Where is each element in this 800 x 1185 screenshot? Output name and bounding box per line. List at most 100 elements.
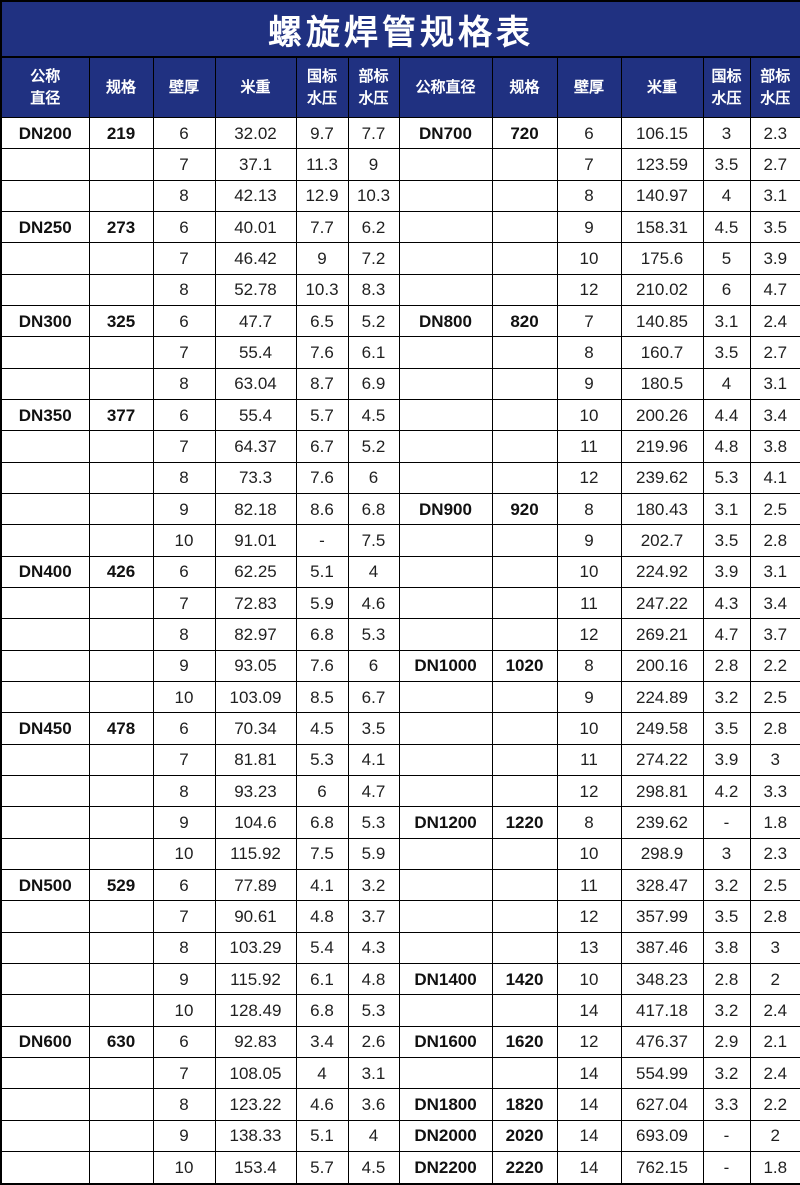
wall-thickness-cell-left: 8 [152,774,216,808]
gb-water-pressure-cell-left: 3.4 [295,1025,349,1058]
mb-water-pressure-cell-left: 3.1 [347,1056,400,1090]
spec-cell-right: 2020 [491,1119,558,1152]
nominal-diameter-cell-right: DN800 [398,304,493,338]
table-row: DN400 426 6 62.25 5.1 4 10 224.92 3.9 3.1 [0,555,800,588]
gb-water-pressure-cell-right: 4.2 [702,774,751,808]
spec-cell-right: 1020 [491,649,558,682]
wall-thickness-cell-left: 6 [152,398,216,432]
mb-water-pressure-cell-right: 1.8 [749,806,800,839]
spec-cell-left [88,649,154,682]
meter-weight-cell-left: 72.83 [214,586,297,620]
gb-water-pressure-cell-left: 5.7 [295,1150,349,1185]
mb-water-pressure-cell-right: 2.8 [749,524,800,557]
wall-thickness-cell-right: 9 [556,680,622,714]
nominal-diameter-cell-right [398,618,493,651]
header-mb-water-pressure-left: 部标 水压 [347,56,400,118]
mb-water-pressure-cell-left: 7.2 [347,242,400,275]
nominal-diameter-cell-right [398,430,493,463]
spec-cell-left: 478 [88,712,154,745]
gb-water-pressure-cell-right: 3.9 [702,555,751,588]
wall-thickness-cell-left: 7 [152,1056,216,1090]
meter-weight-cell-left: 103.29 [214,931,297,964]
spec-cell-left: 219 [88,116,154,150]
spec-cell-left [88,586,154,620]
mb-water-pressure-cell-left: 4 [347,1119,400,1152]
gb-water-pressure-cell-right: 3.1 [702,304,751,338]
gb-water-pressure-cell-left: 12.9 [295,179,349,212]
nominal-diameter-cell-left [0,492,90,526]
wall-thickness-cell-right: 11 [556,586,622,620]
nominal-diameter-cell-right [398,210,493,244]
mb-water-pressure-cell-right: 2.1 [749,1025,800,1058]
wall-thickness-cell-left: 8 [152,931,216,964]
gb-water-pressure-cell-left: 9.7 [295,116,349,150]
meter-weight-cell-left: 42.13 [214,179,297,212]
table-row: 7 72.83 5.9 4.6 11 247.22 4.3 3.4 [0,586,800,620]
spec-cell-right [491,367,558,400]
table-row: 10 153.4 5.7 4.5 DN2200 2220 14 762.15-1.8 [0,1150,800,1185]
meter-weight-cell-left: 115.92 [214,837,297,870]
mb-water-pressure-cell-left: 10.3 [347,179,400,212]
mb-water-pressure-cell-right: 2.4 [749,304,800,338]
nominal-diameter-cell-left [0,148,90,181]
spec-cell-left: 377 [88,398,154,432]
gb-water-pressure-cell-right: 6 [702,273,751,306]
mb-water-pressure-cell-right: 3.5 [749,210,800,244]
wall-thickness-cell-right: 8 [556,336,622,369]
header-nominal-diameter-left: 公称 直径 [0,56,90,118]
mb-water-pressure-cell-right: 3.1 [749,367,800,400]
spec-cell-right: 1220 [491,806,558,839]
mb-water-pressure-cell-right: 2 [749,1119,800,1152]
meter-weight-cell-left: 70.34 [214,712,297,745]
gb-water-pressure-cell-right: 4.8 [702,430,751,463]
nominal-diameter-cell-right: DN1400 [398,962,493,996]
table-row: 8 63.04 8.7 6.9 9 180.5 4 3.1 [0,367,800,400]
gb-water-pressure-cell-left: 8.5 [295,680,349,714]
table-row: 7 55.4 7.6 6.1 8 160.7 3.5 2.7 [0,336,800,369]
nominal-diameter-cell-right [398,273,493,306]
nominal-diameter-cell-right [398,1056,493,1090]
meter-weight-cell-left: 40.01 [214,210,297,244]
meter-weight-cell-right: 693.09 [620,1119,704,1152]
nominal-diameter-cell-right: DN1800 [398,1088,493,1121]
wall-thickness-cell-left: 10 [152,837,216,870]
table-row: DN500 529 6 77.89 4.1 3.2 11 328.47 3.2 2.5 [0,868,800,902]
header-spec-right: 规格 [491,56,558,118]
spec-cell-right [491,994,558,1027]
table-row: 7 64.37 6.7 5.2 11 219.96 4.8 3.8 [0,430,800,463]
meter-weight-cell-left: 77.89 [214,868,297,902]
meter-weight-cell-right: 219.96 [620,430,704,463]
gb-water-pressure-cell-right: 2.8 [702,962,751,996]
gb-water-pressure-cell-right: 3.5 [702,148,751,181]
header-nominal-diameter-right: 公称直径 [398,56,493,118]
mb-water-pressure-cell-right: 2.3 [749,837,800,870]
spec-cell-right [491,273,558,306]
wall-thickness-cell-right: 9 [556,524,622,557]
gb-water-pressure-cell-left: 7.6 [295,461,349,494]
mb-water-pressure-cell-right: 4.7 [749,273,800,306]
gb-water-pressure-cell-right: - [702,1150,751,1185]
wall-thickness-cell-left: 6 [152,868,216,902]
gb-water-pressure-cell-right: 3.5 [702,524,751,557]
mb-water-pressure-cell-right: 3.8 [749,430,800,463]
gb-water-pressure-cell-right: 3.5 [702,712,751,745]
spec-cell-right [491,1056,558,1090]
nominal-diameter-cell-left [0,273,90,306]
nominal-diameter-cell-right [398,774,493,808]
gb-water-pressure-cell-left: 8.7 [295,367,349,400]
nominal-diameter-cell-left [0,649,90,682]
nominal-diameter-cell-left: DN350 [0,398,90,432]
nominal-diameter-cell-left [0,743,90,776]
meter-weight-cell-right: 239.62 [620,461,704,494]
gb-water-pressure-cell-left: 7.6 [295,336,349,369]
wall-thickness-cell-right: 9 [556,367,622,400]
meter-weight-cell-right: 328.47 [620,868,704,902]
spec-cell-left [88,1119,154,1152]
spec-cell-left: 630 [88,1025,154,1058]
wall-thickness-cell-left: 8 [152,273,216,306]
spec-cell-right [491,931,558,964]
gb-water-pressure-cell-right: 3.9 [702,743,751,776]
wall-thickness-cell-right: 9 [556,210,622,244]
spec-cell-right: 1820 [491,1088,558,1121]
